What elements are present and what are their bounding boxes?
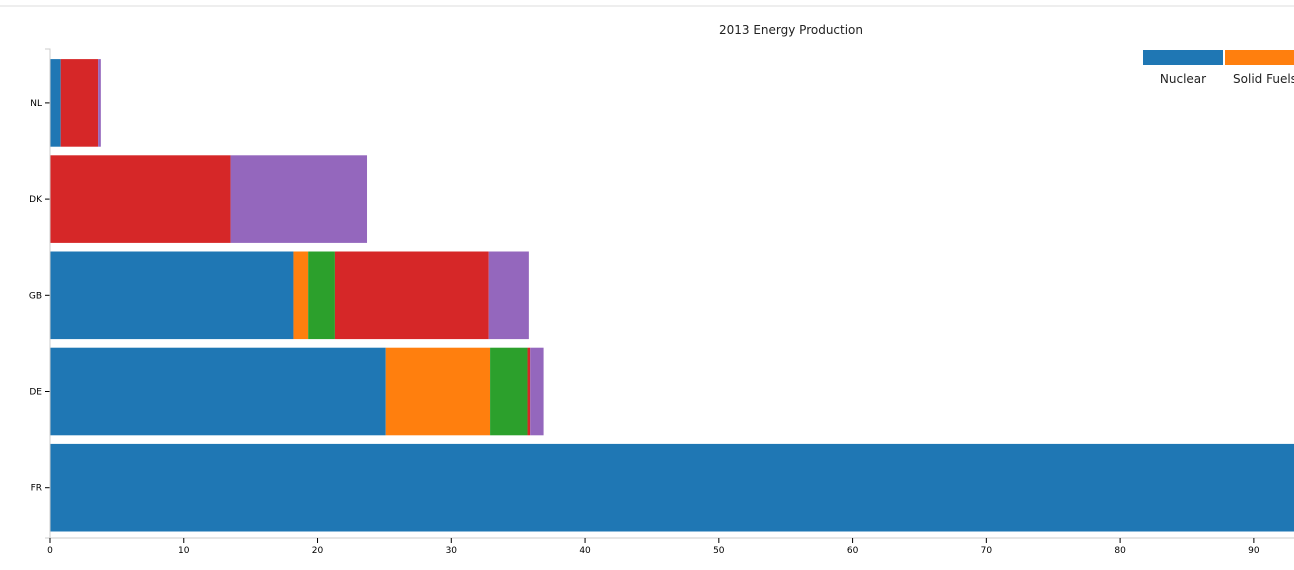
x-axis: 0 10 20 30 40 50 60 70 80 90 — [47, 537, 1294, 556]
legend-swatch-0 — [1143, 50, 1223, 65]
y-tick-label: DE — [29, 388, 42, 398]
y-tick-label: DK — [29, 195, 43, 205]
legend: Nuclear Solid Fuels — [1143, 50, 1294, 86]
x-tick-label: 80 — [1114, 546, 1126, 556]
bar-segment-nl-4 — [98, 59, 101, 147]
bar-segment-de-4 — [530, 347, 544, 436]
bar-segment-dk-3 — [50, 155, 231, 243]
x-tick-label: 0 — [47, 546, 53, 556]
bar-segment-de-2 — [490, 347, 528, 436]
y-axis-line — [45, 48, 51, 539]
bar-segment-nl-3 — [60, 59, 99, 147]
legend-label-0: Nuclear — [1160, 72, 1206, 86]
legend-label-1: Solid Fuels — [1233, 72, 1294, 86]
x-tick-label: 20 — [312, 546, 324, 556]
x-tick-label: 70 — [981, 546, 993, 556]
legend-swatch-1 — [1225, 50, 1294, 65]
bar-segment-gb-2 — [308, 251, 335, 340]
y-tick-label: GB — [29, 291, 42, 301]
bar-segment-fr-0 — [50, 443, 1294, 532]
bars-layer — [50, 59, 1294, 532]
x-tick-label: 40 — [579, 546, 591, 556]
bar-segment-nl-0 — [50, 59, 61, 147]
x-tick-label: 60 — [847, 546, 859, 556]
bar-segment-dk-4 — [230, 155, 368, 243]
y-axis: NL DK GB DE FR — [29, 48, 51, 539]
x-tick-label: 10 — [178, 546, 190, 556]
x-tick-label: 90 — [1248, 546, 1260, 556]
bar-segment-de-1 — [385, 347, 491, 436]
y-tick-label: NL — [30, 99, 42, 109]
bar-segment-gb-3 — [334, 251, 489, 340]
x-tick-label: 50 — [713, 546, 725, 556]
bar-segment-gb-1 — [293, 251, 309, 340]
bar-segment-de-0 — [50, 347, 386, 436]
bar-segment-gb-0 — [50, 251, 294, 340]
chart-title: 2013 Energy Production — [719, 23, 863, 37]
bar-segment-gb-4 — [488, 251, 529, 340]
bar-segment-de-3 — [527, 347, 531, 436]
x-tick-label: 30 — [446, 546, 458, 556]
y-tick-label: FR — [31, 484, 42, 494]
